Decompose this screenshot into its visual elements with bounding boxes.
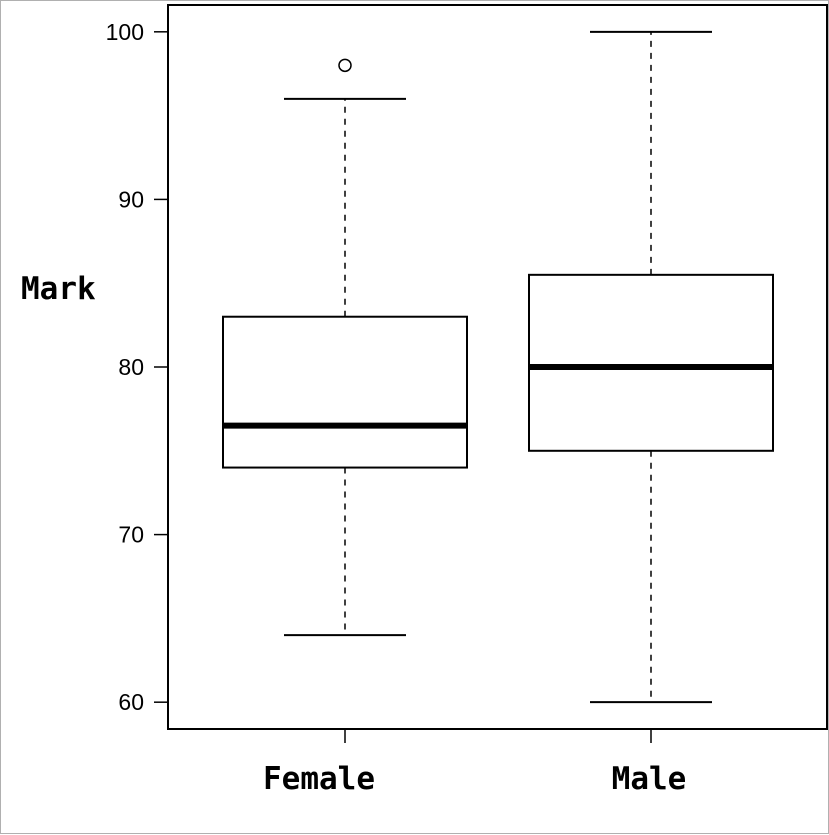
y-tick-label-90: 90 xyxy=(118,186,144,212)
x-axis: Female Male xyxy=(263,729,686,797)
y-tick-label-100: 100 xyxy=(106,19,144,45)
y-axis-title: Mark xyxy=(21,271,96,307)
iqr-box-female xyxy=(222,315,468,469)
x-category-label-male: Male xyxy=(612,761,687,797)
box-male xyxy=(528,30,774,704)
iqr-box-male xyxy=(528,273,774,452)
y-tick-label-70: 70 xyxy=(118,522,144,548)
boxes xyxy=(222,30,774,704)
y-tick-label-80: 80 xyxy=(118,354,144,380)
y-tick-label-60: 60 xyxy=(118,689,144,715)
outlier-female-0 xyxy=(338,58,352,73)
y-axis: 60 70 80 90 100 xyxy=(106,19,168,715)
x-category-label-female: Female xyxy=(263,761,375,797)
box-female xyxy=(222,58,468,637)
